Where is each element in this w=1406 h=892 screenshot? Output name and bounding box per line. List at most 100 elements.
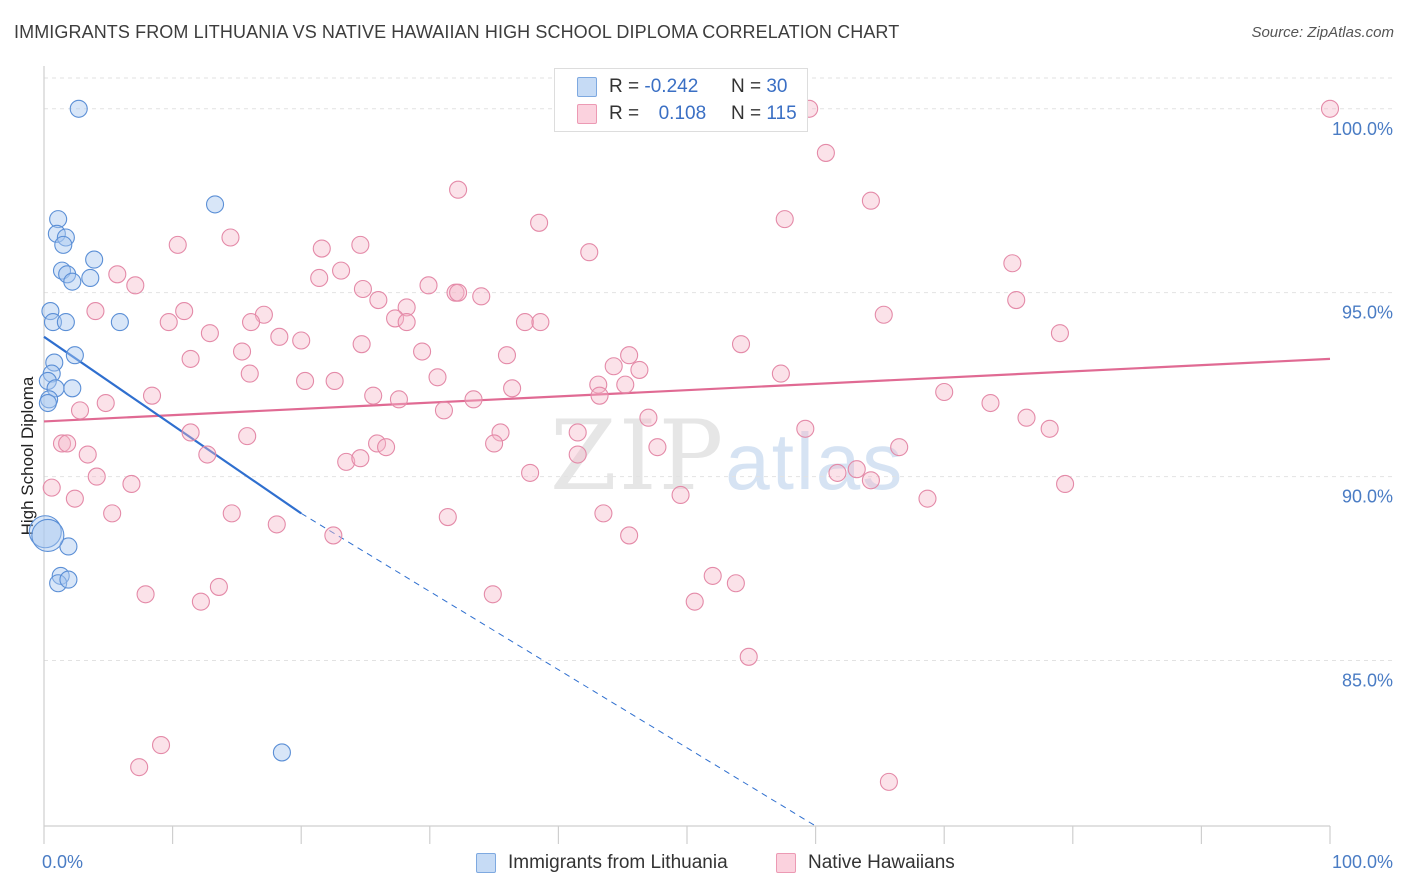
point-hawaiians <box>703 566 722 585</box>
point-lithuania <box>272 743 291 762</box>
legend-label-lithuania: Immigrants from Lithuania <box>508 852 728 873</box>
point-lithuania <box>69 99 88 118</box>
point-hawaiians <box>312 239 331 258</box>
point-hawaiians <box>397 298 416 317</box>
point-hawaiians <box>739 647 758 666</box>
point-hawaiians <box>351 235 370 254</box>
point-hawaiians <box>620 526 639 545</box>
point-hawaiians <box>368 434 387 453</box>
legend-row-lithuania: R = -0.242 N = 30 <box>577 74 787 100</box>
point-hawaiians <box>485 434 504 453</box>
point-hawaiians <box>472 287 491 306</box>
point-hawaiians <box>159 313 178 332</box>
point-hawaiians <box>241 313 261 332</box>
legend-r-label: R = <box>609 103 640 124</box>
point-hawaiians <box>775 210 794 229</box>
point-hawaiians <box>238 427 257 446</box>
point-hawaiians <box>1003 254 1022 273</box>
point-hawaiians <box>1320 99 1340 118</box>
tick-labels: 85.0% 90.0% 95.0% 100.0% 0.0% 100.0% <box>42 119 1393 872</box>
point-hawaiians <box>397 313 416 332</box>
point-hawaiians <box>270 327 289 346</box>
point-hawaiians <box>847 460 866 479</box>
legend-n-label: N = <box>730 76 762 97</box>
point-hawaiians <box>337 452 356 471</box>
legend-swatch-lithuania <box>476 853 496 873</box>
legend-r-value: -0.242 <box>644 76 699 97</box>
y-tick-label: 100.0% <box>1332 119 1393 139</box>
point-hawaiians <box>175 302 194 321</box>
point-hawaiians <box>464 390 483 409</box>
point-hawaiians <box>796 419 815 438</box>
correlation-legend: R = -0.242 N = 30 R = 0.108 N = 115 <box>554 68 808 132</box>
point-hawaiians <box>364 386 383 405</box>
point-lithuania <box>56 228 75 247</box>
trend-line-lithuania <box>43 335 302 515</box>
point-hawaiians <box>353 279 372 299</box>
point-hawaiians <box>126 276 145 295</box>
legend-r-label: R = <box>609 76 640 97</box>
point-hawaiians <box>816 143 835 162</box>
legend-r-value: 0.108 <box>658 103 707 124</box>
point-hawaiians <box>151 736 171 755</box>
point-hawaiians <box>136 585 155 604</box>
point-hawaiians <box>352 335 371 354</box>
point-lithuania <box>49 574 68 593</box>
point-hawaiians <box>828 463 847 482</box>
point-hawaiians <box>671 485 690 505</box>
legend-item-hawaiians: Native Hawaiians <box>776 852 955 874</box>
point-hawaiians <box>438 507 457 527</box>
axes <box>43 66 1331 844</box>
point-hawaiians <box>981 393 1000 413</box>
x-tick-label-max: 100.0% <box>1332 852 1393 872</box>
point-hawaiians <box>726 574 745 593</box>
point-hawaiians <box>310 268 329 288</box>
trend-line-lithuania-extension <box>300 512 816 827</box>
point-lithuania <box>63 272 82 291</box>
point-hawaiians <box>515 313 535 332</box>
point-hawaiians <box>434 401 453 420</box>
point-lithuania <box>81 268 100 288</box>
y-tick-label: 95.0% <box>1342 303 1393 323</box>
point-hawaiians <box>449 283 468 302</box>
x-tick-label-min: 0.0% <box>42 852 83 872</box>
point-hawaiians <box>65 489 84 508</box>
point-hawaiians <box>630 360 649 379</box>
point-lithuania <box>63 379 82 398</box>
point-hawaiians <box>222 504 241 523</box>
data-points <box>28 99 1340 791</box>
point-hawaiians <box>604 357 623 376</box>
source-credit: Source: ZipAtlas.com <box>1251 24 1394 41</box>
point-hawaiians <box>590 386 609 405</box>
zipatlas-watermark: ZIPatlas <box>550 400 904 512</box>
point-lithuania <box>59 570 78 589</box>
point-hawaiians <box>419 276 438 295</box>
chart-title: IMMIGRANTS FROM LITHUANIA VS NATIVE HAWA… <box>14 22 900 42</box>
point-hawaiians <box>221 228 240 247</box>
point-hawaiians <box>181 423 200 442</box>
point-hawaiians <box>42 478 61 497</box>
legend-n-value: 30 <box>766 76 788 97</box>
point-hawaiians <box>103 504 122 523</box>
point-hawaiians <box>122 474 141 493</box>
point-hawaiians <box>209 577 228 596</box>
point-lithuania <box>49 210 68 229</box>
point-hawaiians <box>130 758 149 777</box>
point-hawaiians <box>296 371 315 391</box>
legend-row-hawaiians: R = 0.108 N = 115 <box>577 101 797 127</box>
y-tick-label: 90.0% <box>1342 487 1393 507</box>
point-lithuania <box>38 393 57 413</box>
point-hawaiians <box>1040 419 1059 438</box>
point-hawaiians <box>267 515 286 534</box>
point-lithuania <box>54 235 73 254</box>
point-lithuania <box>56 313 75 332</box>
point-hawaiians <box>351 449 370 468</box>
point-hawaiians <box>580 243 599 262</box>
point-hawaiians <box>58 434 77 453</box>
point-hawaiians <box>879 772 898 791</box>
point-lithuania <box>85 250 104 269</box>
point-hawaiians <box>332 261 351 280</box>
point-hawaiians <box>530 213 549 232</box>
point-lithuania <box>31 518 65 552</box>
